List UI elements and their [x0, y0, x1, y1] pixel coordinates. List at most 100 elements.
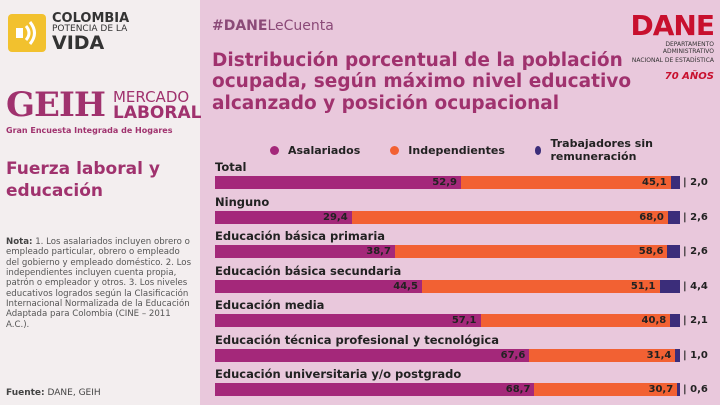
data-label: 68,0 — [639, 211, 664, 223]
bar-segment — [215, 279, 422, 293]
note-text: 1. Los asalariados incluyen obrero o emp… — [6, 237, 192, 330]
data-label: 68,7 — [505, 384, 531, 395]
dane-logo: DANE DEPARTAMENTO ADMINISTRATIVO NACIONA… — [618, 9, 715, 82]
legend-label-independientes: Independientes — [408, 143, 505, 157]
note: Nota: 1. Los asalariados incluyen obrero… — [6, 237, 192, 330]
data-label: | 2,0 — [683, 177, 708, 188]
data-label: 52,9 — [432, 177, 457, 188]
stacked-bar: 57,1 40,8 | 2,1 — [215, 314, 715, 327]
data-label: 67,6 — [500, 349, 526, 361]
data-label: 40,8 — [641, 315, 667, 326]
data-label: 30,7 — [648, 384, 674, 395]
bar-segment — [215, 348, 530, 362]
geih-mark: GEIH — [6, 85, 106, 125]
category-label: Educación básica secundaria — [215, 263, 402, 278]
bar-segment — [215, 314, 481, 327]
data-label: | 4,4 — [683, 280, 708, 292]
legend-dot-sin-remuneracion — [534, 145, 542, 155]
legend-label-sin-remuneracion: Trabajadores sin remuneración — [550, 137, 653, 163]
dane-anniversary: 70 AÑOS — [664, 70, 714, 82]
legend-item-sin-remuneracion: Trabajadores sin remuneración — [534, 137, 690, 163]
source-label: Fuente: — [6, 388, 45, 398]
bar-row: Ninguno 29,4 68,0 | 2,6 — [215, 194, 715, 224]
data-label: 44,5 — [393, 280, 418, 292]
data-label: 31,4 — [646, 349, 672, 361]
data-label: 51,1 — [630, 280, 656, 292]
colombia-line1: COLOMBIA — [52, 11, 130, 26]
legend-item-asalariados: Asalariados — [270, 137, 360, 163]
data-label: | 2,6 — [683, 246, 708, 257]
sidebar-panel — [0, 0, 200, 405]
bar-segment — [659, 279, 680, 293]
bar-segment — [534, 383, 678, 396]
bar-segment — [215, 245, 395, 258]
category-label: Educación media — [215, 298, 325, 312]
bar-segment — [677, 383, 680, 396]
bar-segment — [215, 383, 535, 396]
stacked-bar: 44,5 51,1 | 4,4 — [215, 279, 715, 293]
hashtag-rest: LeCuenta — [267, 18, 334, 34]
data-label: 45,1 — [642, 177, 667, 188]
data-label: 38,7 — [366, 246, 391, 257]
colombia-logo: COLOMBIA POTENCIA DE LA VIDA — [8, 12, 129, 53]
stacked-bar: 68,7 30,7 | 0,6 — [215, 383, 715, 396]
legend-dot-independientes — [390, 145, 400, 155]
dane-sub2: NACIONAL DE ESTADÍSTICA — [631, 56, 714, 64]
source: Fuente: DANE, GEIH — [6, 388, 101, 398]
note-label: Nota: — [6, 237, 33, 247]
data-label: | 2,1 — [683, 315, 708, 326]
bar-segment — [670, 176, 680, 189]
category-label: Educación básica primaria — [215, 229, 386, 243]
bar-segment — [480, 314, 671, 327]
bar-row: Educación universitaria y/o postgrado 68,… — [215, 367, 715, 396]
category-label: Ninguno — [215, 194, 270, 209]
data-label: 57,1 — [451, 315, 477, 326]
bar-segment — [421, 279, 660, 293]
bar-segment — [394, 245, 668, 258]
chart-panel — [200, 0, 720, 405]
stacked-bar: 38,7 58,6 | 2,6 — [215, 245, 715, 258]
bar-row: Educación media 57,1 40,8 | 2,1 — [215, 298, 715, 327]
geih-words1: MERCADO — [112, 88, 190, 106]
bar-row: Educación técnica profesional y tecnológ… — [215, 332, 715, 362]
data-label: | 0,6 — [683, 384, 708, 395]
hashtag-bold: #DANE — [212, 18, 268, 34]
section-title: Fuerza laboral y educación — [6, 159, 160, 202]
chart-title: Distribución porcentual de la población … — [212, 50, 632, 114]
bar-segment — [675, 348, 680, 362]
bar-segment — [351, 210, 668, 224]
colombia-sound-icon — [8, 13, 46, 52]
dane-word: DANE — [630, 9, 715, 42]
legend-item-independientes: Independientes — [390, 137, 505, 163]
dane-sub1: DEPARTAMENTO ADMINISTRATIVO — [662, 41, 714, 55]
stacked-bar: 67,6 31,4 | 1,0 — [215, 348, 715, 362]
data-label: 29,4 — [323, 211, 348, 223]
bar-segment — [215, 210, 352, 224]
bar-segment — [667, 245, 680, 258]
colombia-line2: POTENCIA DE LA — [52, 24, 128, 34]
colombia-line3: VIDA — [52, 32, 105, 54]
bar-segment — [667, 210, 680, 224]
bar-segment — [670, 314, 680, 327]
category-label: Total — [215, 160, 247, 174]
legend-label-asalariados: Asalariados — [288, 143, 361, 157]
category-label: Educación universitaria y/o postgrado — [215, 367, 462, 381]
chart-legend: Asalariados Independientes Trabajadores … — [270, 137, 720, 163]
stacked-bar: 52,9 45,1 | 2,0 — [215, 176, 715, 189]
stacked-bar: 29,4 68,0 | 2,6 — [215, 210, 715, 224]
bar-segment — [215, 176, 461, 189]
geih-subtitle: Gran Encuesta Integrada de Hogares — [6, 126, 173, 135]
category-label: Educación técnica profesional y tecnológ… — [215, 332, 500, 347]
source-text: DANE, GEIH — [47, 388, 101, 398]
bar-row: Educación básica secundaria 44,5 51,1 | 4,4 — [215, 263, 715, 293]
data-label: 58,6 — [638, 246, 664, 257]
data-label: | 1,0 — [683, 349, 708, 361]
geih-logo: GEIH MERCADO LABORAL Gran Encuesta Integ… — [6, 85, 201, 135]
data-label: | 2,6 — [683, 211, 708, 223]
bar-row: Educación básica primaria 38,7 58,6 | 2,6 — [215, 229, 715, 258]
bar-segment — [460, 176, 671, 189]
bar-row: Total 52,9 45,1 | 2,0 — [215, 160, 715, 189]
colombia-waves-icon — [16, 20, 36, 45]
hashtag: #DANELeCuenta — [212, 18, 334, 34]
geih-words2: LABORAL — [112, 103, 202, 123]
